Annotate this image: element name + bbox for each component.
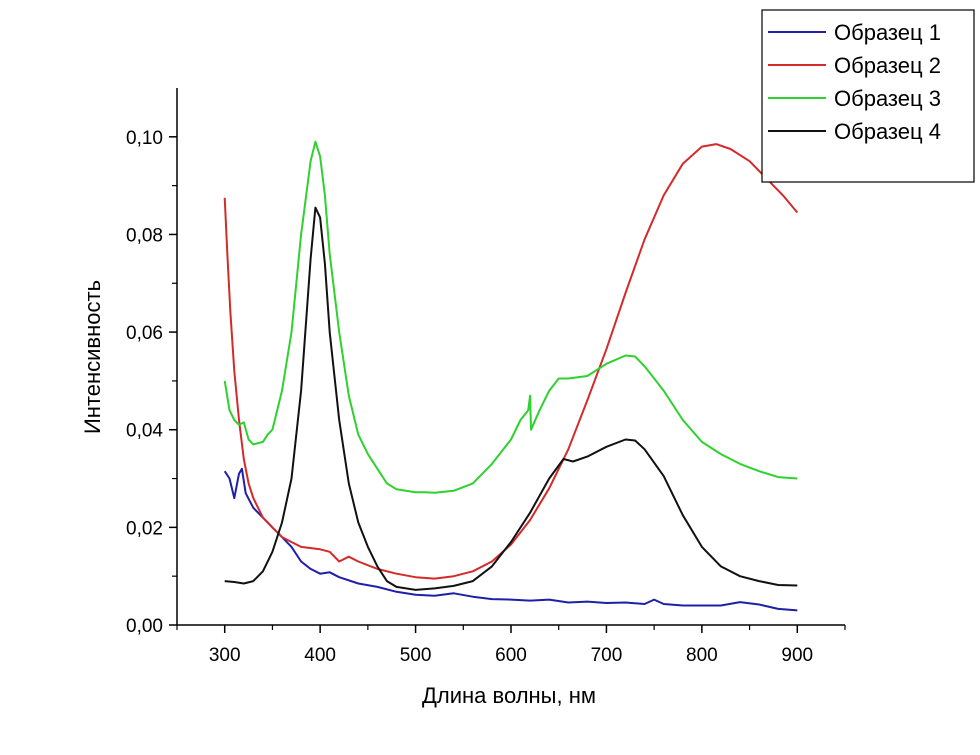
- legend-label-2: Образец 2: [834, 53, 941, 78]
- legend: Образец 1 Образец 2 Образец 3 Образец 4: [761, 9, 975, 183]
- y-tick-label: 0,10: [126, 128, 163, 149]
- x-tick-label: 600: [495, 645, 527, 666]
- legend-label-4: Образец 4: [834, 119, 941, 144]
- y-tick-label: 0,06: [126, 323, 163, 344]
- x-tick-label: 400: [304, 645, 336, 666]
- series-line-4: [224, 206, 798, 591]
- x-tick-label: 300: [209, 645, 241, 666]
- series-group: [223, 140, 799, 612]
- series-line-2: [223, 143, 799, 580]
- x-tick-label: 700: [591, 645, 623, 666]
- x-tick-label: 500: [400, 645, 432, 666]
- x-axis-title: Длина волны, нм: [422, 683, 596, 708]
- x-tick-label: 800: [686, 645, 718, 666]
- y-axis-title: Интенсивность: [80, 280, 105, 434]
- y-tick-label: 0,02: [126, 518, 163, 539]
- series-line-1: [223, 467, 798, 612]
- x-tick-label: 900: [781, 645, 813, 666]
- legend-label-1: Образец 1: [834, 20, 941, 45]
- axes: 300 400 500 600 700 800 900 0,00 0,02 0,04 0,06 0,0…: [126, 88, 846, 666]
- y-tick-label: 0,00: [126, 616, 163, 637]
- legend-box: [761, 9, 975, 183]
- y-tick-label: 0,08: [126, 225, 163, 246]
- y-tick-label: 0,04: [126, 421, 163, 442]
- series-line-3: [223, 140, 798, 494]
- legend-label-3: Образец 3: [834, 86, 941, 111]
